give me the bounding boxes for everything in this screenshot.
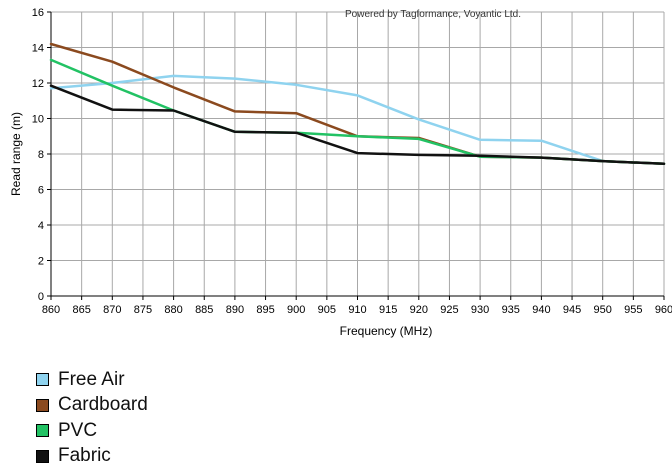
x-tick-label: 915 [379, 304, 397, 316]
x-tick-label: 960 [655, 304, 672, 316]
legend-label-cardboard: Cardboard [58, 394, 148, 416]
legend-swatch-pvc [36, 424, 49, 437]
y-tick-label: 0 [38, 291, 44, 303]
legend-swatch-fabric [36, 450, 49, 463]
x-tick-label: 870 [103, 304, 121, 316]
y-tick-label: 12 [32, 78, 44, 90]
x-tick-label: 865 [72, 304, 90, 316]
legend-item-cardboard: Cardboard [36, 393, 148, 419]
x-tick-label: 925 [440, 304, 458, 316]
x-tick-label: 935 [502, 304, 520, 316]
y-tick-label: 14 [32, 43, 44, 55]
legend-label-free-air: Free Air [58, 369, 125, 391]
y-tick-label: 8 [38, 149, 44, 161]
x-tick-label: 945 [563, 304, 581, 316]
legend: Free Air Cardboard PVC Fabric [36, 367, 148, 469]
legend-item-free-air: Free Air [36, 367, 148, 393]
x-tick-label: 880 [164, 304, 182, 316]
x-tick-labels: 860 865 870 875 880 885 890 895 900 905 910 915 920 9… [42, 304, 672, 316]
legend-swatch-free-air [36, 373, 49, 386]
x-tick-label: 910 [348, 304, 366, 316]
y-tick-label: 2 [38, 256, 44, 268]
x-tick-label: 900 [287, 304, 305, 316]
y-axis-title: Read range (m) [9, 112, 23, 196]
x-tick-label: 885 [195, 304, 213, 316]
legend-item-pvc: PVC [36, 418, 148, 444]
y-tick-labels: 0 2 4 6 8 10 12 14 16 [32, 7, 44, 303]
y-tick-label: 10 [32, 114, 44, 126]
x-axis-title: Frequency (MHz) [340, 324, 433, 338]
x-tick-label: 905 [318, 304, 336, 316]
legend-item-fabric: Fabric [36, 444, 148, 469]
x-tick-label: 860 [42, 304, 60, 316]
x-tick-label: 940 [532, 304, 550, 316]
y-tick-label: 16 [32, 7, 44, 19]
x-tick-label: 875 [134, 304, 152, 316]
y-tick-label: 4 [38, 220, 44, 232]
x-tick-label: 890 [226, 304, 244, 316]
x-tick-label: 930 [471, 304, 489, 316]
x-tick-label: 895 [256, 304, 274, 316]
x-tick-label: 950 [594, 304, 612, 316]
chart-credit: Powered by Tagformance, Voyantic Ltd. [345, 9, 521, 20]
legend-label-pvc: PVC [58, 420, 97, 442]
legend-swatch-cardboard [36, 399, 49, 412]
x-tick-label: 955 [624, 304, 642, 316]
axes [47, 12, 664, 300]
legend-label-fabric: Fabric [58, 445, 111, 467]
y-tick-label: 6 [38, 185, 44, 197]
x-tick-label: 920 [410, 304, 428, 316]
